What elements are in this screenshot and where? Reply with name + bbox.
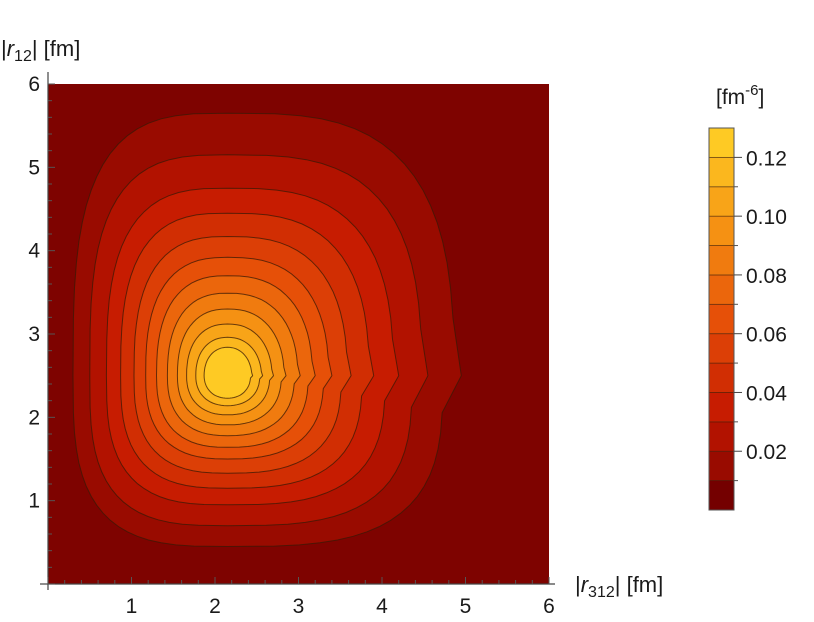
y-tick-label: 3 <box>28 323 40 346</box>
colorbar-band <box>708 274 735 305</box>
colorbar-ticks: 0.02 0.04 0.06 0.08 0.10 0.12 <box>734 147 787 482</box>
y-tick-label: 4 <box>28 240 40 263</box>
colorbar-band <box>708 392 735 423</box>
y-tick-label: 2 <box>28 406 40 429</box>
colorbar-tick-label: 0.06 <box>746 324 787 347</box>
y-axis-title: |r12| [fm] <box>1 36 80 65</box>
axes <box>40 72 555 590</box>
colorbar-band <box>708 215 735 246</box>
x-tick-label: 1 <box>126 595 138 618</box>
y-tick-label: 6 <box>28 73 40 96</box>
y-axis-ticks: 1 2 3 4 5 6 <box>28 73 55 585</box>
x-axis-ticks: 1 2 3 4 5 6 <box>47 577 555 618</box>
colorbar-band <box>708 245 735 276</box>
colorbar-band <box>708 362 735 393</box>
colorbar-unit-label: [fm-6] <box>716 82 764 109</box>
colorbar: [fm-6] 0.02 0.04 0.06 0.08 0.10 0.12 <box>708 82 787 511</box>
colorbar-band <box>708 127 735 158</box>
colorbar-frame <box>708 127 735 511</box>
contour-bands <box>72 112 462 548</box>
x-tick-label: 6 <box>543 595 555 618</box>
colorbar-tick-label: 0.08 <box>746 265 787 288</box>
x-tick-label: 5 <box>460 595 472 618</box>
colorbar-band <box>708 186 735 217</box>
colorbar-tick-label: 0.12 <box>746 147 787 170</box>
x-tick-label: 2 <box>209 595 221 618</box>
colorbar-tick-label: 0.10 <box>746 206 787 229</box>
colorbar-tick-label: 0.02 <box>746 441 787 464</box>
plot-area <box>48 84 549 584</box>
x-axis-title: |r312| [fm] <box>575 572 663 601</box>
colorbar-band <box>708 303 735 335</box>
colorbar-band <box>708 156 735 188</box>
contour-band <box>203 346 254 399</box>
colorbar-band <box>708 480 735 511</box>
x-tick-label: 4 <box>376 595 388 618</box>
colorbar-bands <box>708 127 735 511</box>
x-tick-label: 3 <box>293 595 305 618</box>
y-tick-label: 1 <box>28 490 40 513</box>
colorbar-band <box>708 450 735 482</box>
colorbar-band <box>708 421 735 452</box>
colorbar-band <box>708 333 735 364</box>
colorbar-tick-label: 0.04 <box>746 382 787 405</box>
y-tick-label: 5 <box>28 156 40 179</box>
